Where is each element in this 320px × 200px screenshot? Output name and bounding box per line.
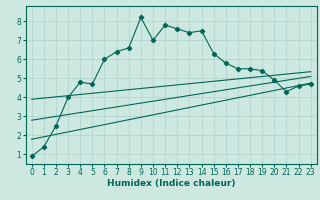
X-axis label: Humidex (Indice chaleur): Humidex (Indice chaleur)	[107, 179, 236, 188]
